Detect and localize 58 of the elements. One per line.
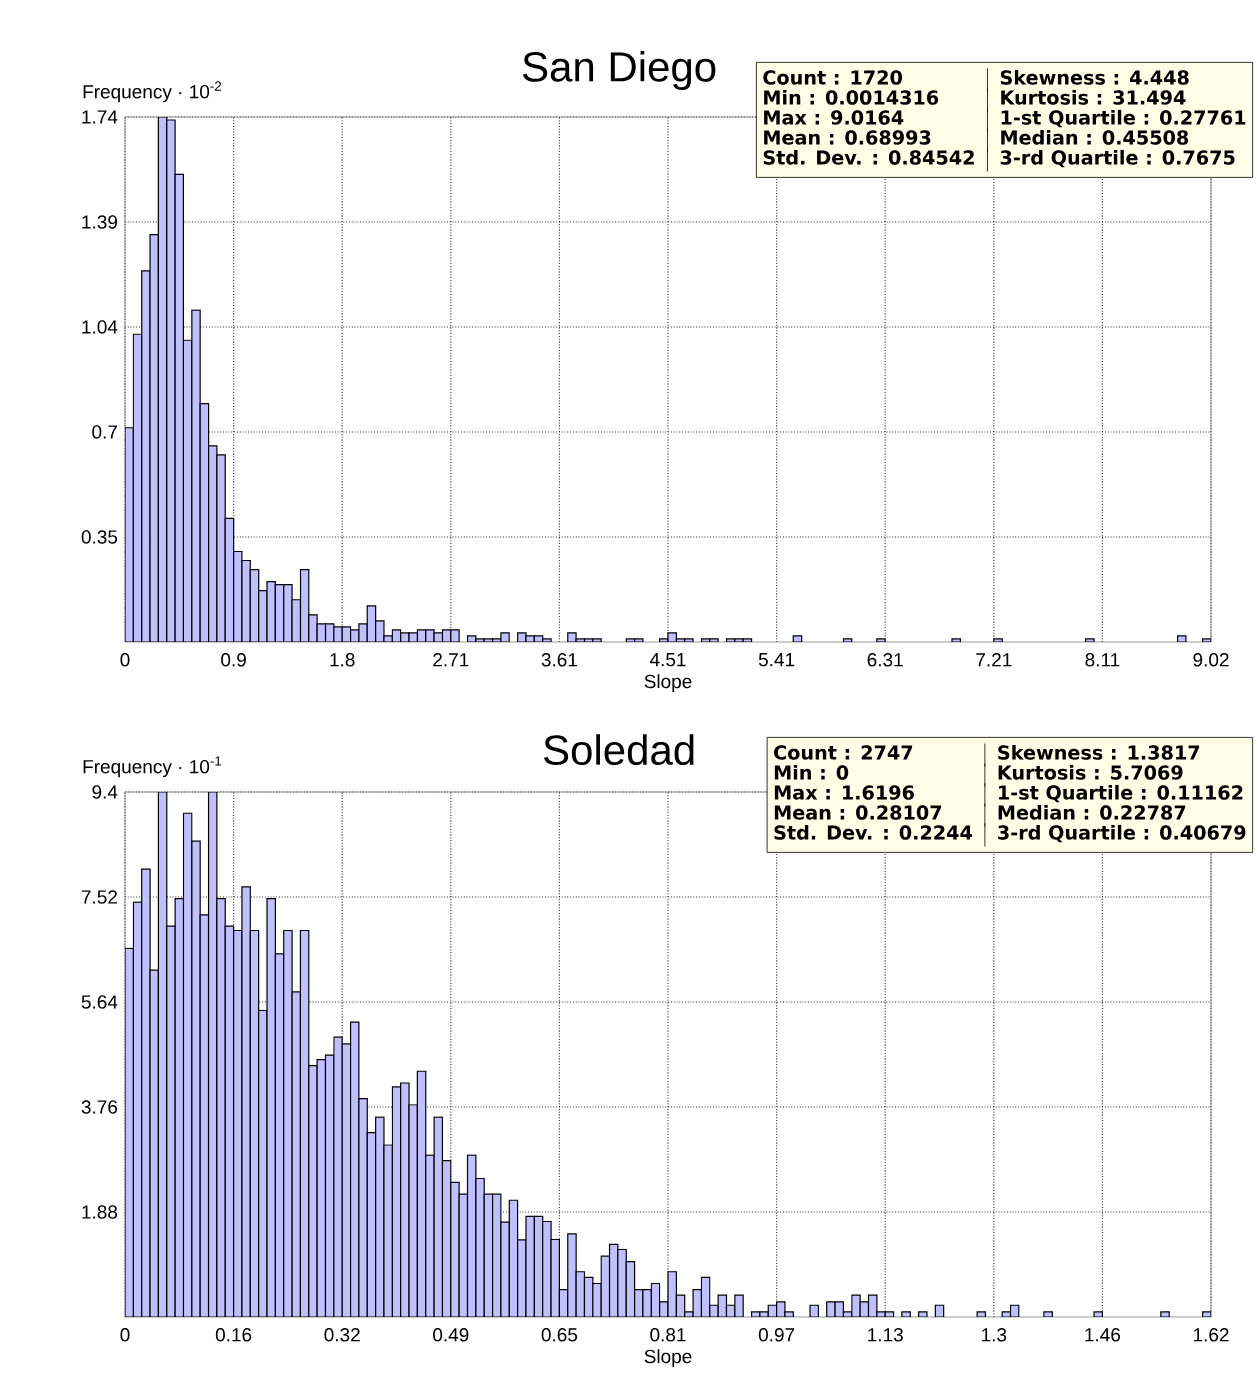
x-tick-label: 2.71 bbox=[433, 653, 469, 667]
y-tick-label: 3.76 bbox=[81, 1100, 118, 1114]
x-axis-title: Slope bbox=[644, 1349, 692, 1367]
x-tick-label: 1.3 bbox=[982, 1328, 1007, 1342]
annotation: 3-rd Quartile : 0.40679 bbox=[998, 824, 1246, 843]
x-tick-label: 1.8 bbox=[330, 653, 355, 667]
y-tick-label: 7.52 bbox=[81, 890, 117, 904]
x-tick-label: 7.21 bbox=[976, 653, 1012, 667]
x-tick-label: 0.32 bbox=[324, 1328, 360, 1342]
y-axis-title: Frequency · 10$^{-1}$ bbox=[83, 756, 222, 778]
x-tick-label: 0.49 bbox=[433, 1328, 469, 1342]
x-tick-label: 0 bbox=[120, 1328, 130, 1342]
chart-title: Soledad bbox=[543, 734, 694, 766]
text: Min : 0.0014316 bbox=[764, 89, 939, 105]
annotation: Median : 0.22787 bbox=[998, 804, 1186, 820]
x-tick-label: 8.11 bbox=[1085, 653, 1120, 667]
y-tick-label: 1.04 bbox=[82, 320, 118, 334]
x-tick-label: 0.9 bbox=[221, 653, 246, 667]
x-tick-label: 3.61 bbox=[541, 653, 577, 667]
annotation: Median : 0.45508 bbox=[1001, 129, 1189, 145]
y-axis-title: Frequency · 10$^{-2}$ bbox=[83, 81, 222, 103]
x-tick-label: 0.16 bbox=[215, 1328, 252, 1342]
x-tick-label: 0 bbox=[120, 653, 130, 667]
annotation: Std. Dev. : 0.84542 bbox=[763, 149, 974, 165]
y-tick-label: 0.35 bbox=[81, 530, 118, 544]
y-tick-label: 5.64 bbox=[81, 995, 118, 1009]
x-tick-label: 1.13 bbox=[868, 1328, 903, 1342]
annotation: 1-st Quartile : 0.11162 bbox=[999, 784, 1243, 803]
text: Skewness : 1.3817 bbox=[998, 744, 1200, 760]
x-tick-label: 0.81 bbox=[650, 1328, 686, 1342]
chart-title: San Diego bbox=[522, 50, 716, 91]
y-tick-label: 9.4 bbox=[92, 785, 118, 799]
text: Count : 1720 bbox=[763, 70, 902, 85]
annotation: Max : 1.6196 bbox=[774, 785, 914, 800]
y-tick-label: 1.74 bbox=[82, 110, 118, 124]
y-tick-label: 1.88 bbox=[82, 1205, 118, 1219]
annotation: Max : 9.0164 bbox=[764, 110, 904, 125]
text: Skewness : 4.448 bbox=[1000, 69, 1189, 85]
x-tick-label: 1.62 bbox=[1193, 1328, 1229, 1342]
x-tick-label: 0.97 bbox=[758, 1328, 795, 1342]
annotation: Mean : 0.68993 bbox=[764, 130, 931, 145]
x-tick-label: 6.31 bbox=[867, 653, 903, 667]
x-tick-label: 5.41 bbox=[758, 653, 795, 667]
annotation: Mean : 0.28107 bbox=[774, 805, 942, 820]
x-axis-title: Slope bbox=[644, 674, 692, 692]
text: Kurtosis : 5.7069 bbox=[998, 764, 1183, 780]
x-tick-label: 4.51 bbox=[649, 653, 686, 667]
annotation: 3-rd Quartile : 0.7675 bbox=[1000, 149, 1235, 168]
annotation: Std. Dev. : 0.2244 bbox=[774, 824, 973, 840]
text: Kurtosis : 31.494 bbox=[1001, 89, 1186, 105]
text: Min : 0 bbox=[774, 764, 849, 780]
x-tick-label: 0.65 bbox=[541, 1328, 578, 1342]
x-tick-label: 9.02 bbox=[1193, 653, 1229, 667]
text: Count : 2747 bbox=[774, 745, 913, 760]
y-tick-label: 1.39 bbox=[82, 215, 118, 229]
x-tick-label: 1.46 bbox=[1085, 1328, 1121, 1342]
y-tick-label: 0.7 bbox=[92, 425, 117, 439]
annotation: 1-st Quartile : 0.27761 bbox=[1001, 109, 1246, 128]
